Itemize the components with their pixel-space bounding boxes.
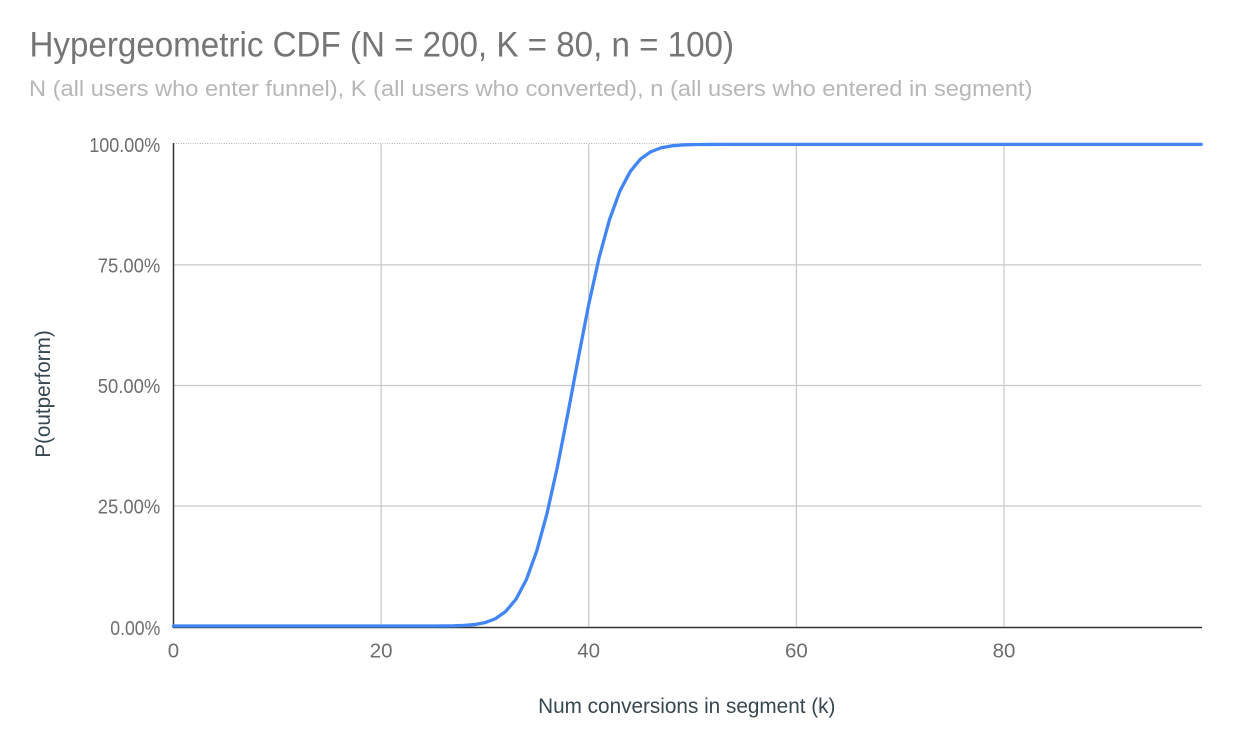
svg-text:Num conversions in segment (k): Num conversions in segment (k) — [538, 695, 835, 718]
svg-text:80: 80 — [993, 639, 1016, 662]
svg-text:60: 60 — [785, 639, 808, 662]
svg-text:0.00%: 0.00% — [110, 618, 160, 640]
svg-text:0: 0 — [168, 639, 179, 662]
svg-text:50.00%: 50.00% — [98, 376, 161, 398]
svg-text:N (all users who enter funnel): N (all users who enter funnel), K (all u… — [29, 76, 1033, 101]
svg-text:75.00%: 75.00% — [98, 255, 161, 277]
svg-text:P(outperform): P(outperform) — [32, 330, 55, 458]
svg-text:Hypergeometric CDF (N = 200, K: Hypergeometric CDF (N = 200, K = 80, n =… — [30, 25, 735, 64]
svg-text:100.00%: 100.00% — [89, 135, 160, 157]
svg-text:20: 20 — [370, 639, 393, 662]
svg-text:40: 40 — [577, 639, 600, 662]
svg-text:25.00%: 25.00% — [98, 497, 161, 519]
